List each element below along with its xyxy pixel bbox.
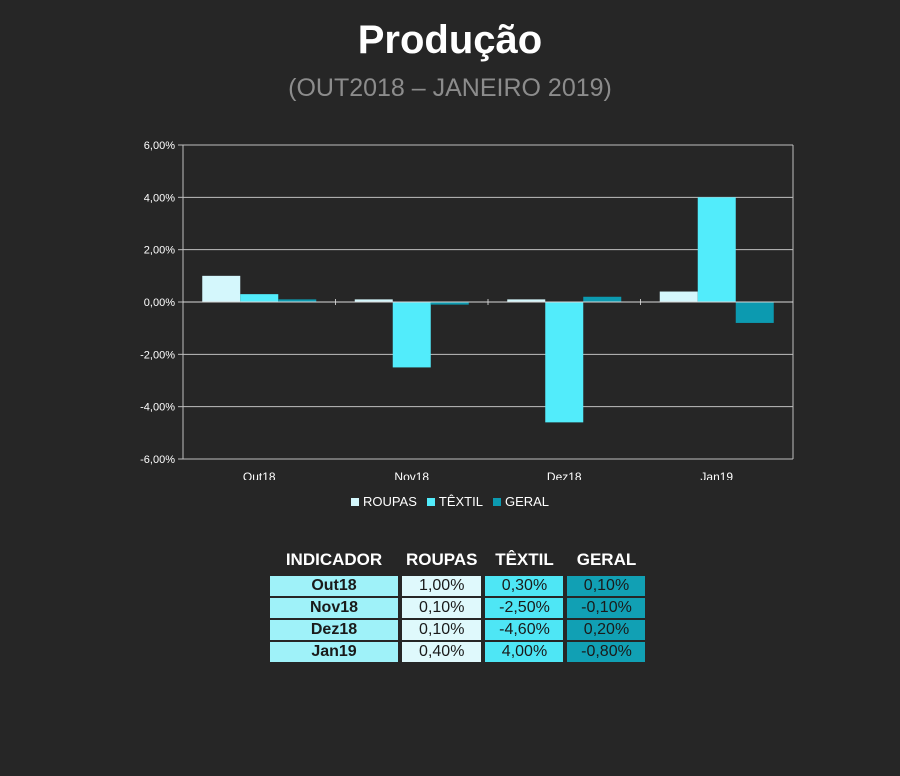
y-tick-label: -2,00% [140, 349, 175, 361]
cell-textil: 4,00% [485, 642, 564, 662]
cell-textil: -2,50% [485, 598, 564, 618]
y-tick-label: 0,00% [144, 297, 175, 309]
legend-item-roupas: ROUPAS [350, 494, 417, 509]
x-tick-label: Jan19 [700, 470, 733, 480]
cell-indicador: Out18 [270, 576, 398, 596]
legend-swatch-geral [492, 497, 501, 506]
bar-têxtil [240, 294, 279, 302]
table-row: Out18 1,00% 0,30% 0,10% [270, 576, 646, 596]
bar-geral [430, 302, 469, 305]
indicator-table: INDICADOR ROUPAS TÊXTIL GERAL Out18 1,00… [266, 546, 649, 664]
bar-chart: -6,00% -4,00% -2,00% 0,00% 2,00% 4,00% 6,00% Ou… [140, 140, 794, 480]
cell-roupas: 0,10% [402, 620, 482, 640]
bar-geral [735, 302, 774, 323]
bar-roupas [507, 299, 546, 302]
header-indicador: INDICADOR [285, 550, 383, 569]
legend-swatch-roupas [350, 497, 359, 506]
cell-roupas: 0,40% [402, 642, 482, 662]
cell-indicador: Jan19 [270, 642, 398, 662]
x-tick-label: Dez18 [547, 470, 582, 480]
cell-geral: -0,10% [567, 598, 646, 618]
y-tick-label: 2,00% [144, 245, 175, 257]
legend-item-geral: GERAL [492, 494, 550, 509]
chart-subtitle: (OUT2018 – JANEIRO 2019) [288, 74, 612, 102]
cell-geral: -0,80% [567, 642, 646, 662]
bar-roupas [202, 275, 241, 302]
y-tick-label: 4,00% [144, 192, 175, 204]
table-row: Nov18 0,10% -2,50% -0,10% [270, 598, 646, 618]
legend-label-roupas: ROUPAS [362, 494, 417, 509]
bar-roupas [354, 299, 393, 302]
bar-têxtil [545, 302, 584, 423]
chart-legend: ROUPAS TÊXTIL GERAL [0, 494, 900, 509]
y-tick-label: -4,00% [140, 402, 175, 414]
legend-swatch-textil [426, 497, 435, 506]
cell-geral: 0,20% [567, 620, 646, 640]
cell-geral: 0,10% [567, 576, 646, 596]
cell-indicador: Nov18 [270, 598, 398, 618]
cell-textil: 0,30% [485, 576, 564, 596]
bar-geral [278, 299, 317, 302]
bar-roupas [659, 291, 698, 302]
header-geral: GERAL [576, 550, 637, 569]
legend-label-geral: GERAL [504, 494, 550, 509]
bar-geral [583, 296, 622, 302]
legend-item-textil: TÊXTIL [426, 494, 483, 509]
x-tick-label: Out18 [243, 470, 276, 480]
table-row: Dez18 0,10% -4,60% 0,20% [270, 620, 646, 640]
cell-roupas: 0,10% [402, 598, 482, 618]
header-roupas: ROUPAS [406, 550, 478, 569]
table-row: Jan19 0,40% 4,00% -0,80% [270, 642, 646, 662]
chart-title: Produção [357, 18, 543, 62]
x-tick-label: Nov18 [394, 470, 429, 480]
table-header-row: INDICADOR ROUPAS TÊXTIL GERAL [270, 548, 645, 574]
header-textil: TÊXTIL [495, 550, 554, 569]
y-tick-label: -6,00% [140, 454, 175, 466]
bar-têxtil [697, 197, 736, 302]
bar-têxtil [392, 302, 431, 368]
cell-textil: -4,60% [485, 620, 564, 640]
cell-indicador: Dez18 [270, 620, 398, 640]
y-tick-label: 6,00% [144, 140, 175, 152]
legend-label-textil: TÊXTIL [438, 494, 483, 509]
cell-roupas: 1,00% [402, 576, 482, 596]
